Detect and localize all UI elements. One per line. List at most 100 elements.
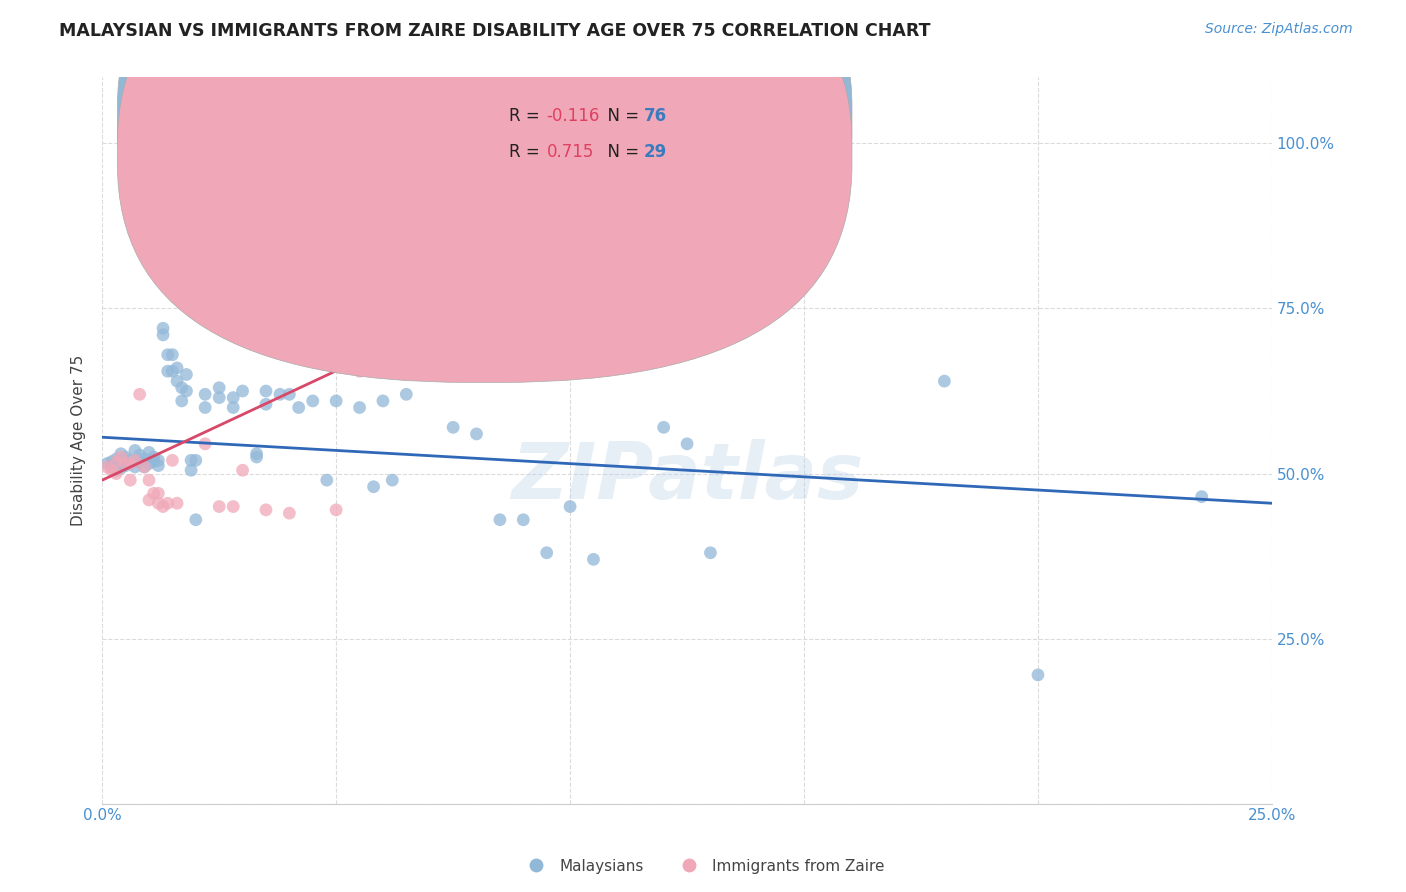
Point xyxy=(180,453,202,467)
Point xyxy=(138,473,160,487)
Point xyxy=(184,453,207,467)
Point xyxy=(148,458,170,473)
Point xyxy=(246,447,269,461)
Point xyxy=(170,393,193,408)
Point xyxy=(381,473,404,487)
Point xyxy=(363,480,385,494)
Point xyxy=(134,452,156,467)
Legend: Malaysians, Immigrants from Zaire: Malaysians, Immigrants from Zaire xyxy=(515,853,891,880)
Text: R =: R = xyxy=(509,107,546,125)
Point xyxy=(194,401,217,415)
Point xyxy=(419,242,441,256)
Point xyxy=(254,397,277,411)
Point xyxy=(105,452,128,467)
Point xyxy=(156,348,179,362)
Y-axis label: Disability Age Over 75: Disability Age Over 75 xyxy=(72,355,86,526)
Point xyxy=(96,457,118,471)
Point xyxy=(287,401,309,415)
Point xyxy=(652,420,675,434)
Text: 0.715: 0.715 xyxy=(547,144,595,161)
Point xyxy=(232,384,254,398)
Point xyxy=(138,457,160,471)
Point xyxy=(124,459,146,474)
Point xyxy=(208,391,231,405)
Point xyxy=(134,459,156,474)
Point xyxy=(152,500,174,514)
Point xyxy=(1026,668,1049,682)
Point xyxy=(176,368,198,382)
FancyBboxPatch shape xyxy=(118,0,852,346)
Point xyxy=(325,393,347,408)
Point xyxy=(254,384,277,398)
FancyBboxPatch shape xyxy=(118,0,852,383)
Point xyxy=(699,546,721,560)
Point xyxy=(100,459,122,474)
Point xyxy=(128,448,150,462)
Point xyxy=(114,450,136,464)
Point xyxy=(128,387,150,401)
Point xyxy=(278,387,301,401)
Point xyxy=(152,327,174,342)
Point xyxy=(148,496,170,510)
Point xyxy=(110,450,132,464)
Point xyxy=(138,445,160,459)
Point xyxy=(128,455,150,469)
Point xyxy=(676,437,699,451)
Point xyxy=(465,426,488,441)
Point xyxy=(269,387,291,401)
Point xyxy=(166,360,188,375)
Point xyxy=(114,458,136,473)
Point xyxy=(194,437,217,451)
Point xyxy=(100,463,122,477)
Point xyxy=(194,387,217,401)
Text: -0.116: -0.116 xyxy=(547,107,600,125)
Point xyxy=(582,552,605,566)
Point xyxy=(120,457,142,471)
Point xyxy=(208,500,231,514)
Point xyxy=(120,473,142,487)
Point xyxy=(170,381,193,395)
Text: 76: 76 xyxy=(644,107,666,125)
Point xyxy=(148,486,170,500)
Point xyxy=(395,387,418,401)
Text: Source: ZipAtlas.com: Source: ZipAtlas.com xyxy=(1205,22,1353,37)
Point xyxy=(558,500,581,514)
Point xyxy=(105,467,128,481)
Point xyxy=(142,455,165,469)
Point xyxy=(166,374,188,388)
Point xyxy=(114,457,136,471)
FancyBboxPatch shape xyxy=(458,95,716,179)
Point xyxy=(246,450,269,464)
Point xyxy=(138,492,160,507)
Point xyxy=(156,364,179,378)
Point xyxy=(301,393,323,408)
Point xyxy=(124,443,146,458)
Point xyxy=(120,457,142,471)
Point xyxy=(162,453,184,467)
Text: ZIPatlas: ZIPatlas xyxy=(510,439,863,515)
Point xyxy=(512,513,534,527)
Point xyxy=(222,401,245,415)
Point xyxy=(325,503,347,517)
Point xyxy=(142,450,165,464)
Point xyxy=(222,391,245,405)
Point xyxy=(148,453,170,467)
Point xyxy=(105,463,128,477)
Point xyxy=(162,364,184,378)
Point xyxy=(142,486,165,500)
Point xyxy=(100,455,122,469)
Point xyxy=(371,393,394,408)
Point xyxy=(254,503,277,517)
Point xyxy=(536,546,558,560)
Point xyxy=(120,453,142,467)
Point xyxy=(489,513,512,527)
Point xyxy=(166,496,188,510)
Point xyxy=(162,348,184,362)
Point xyxy=(180,463,202,477)
Point xyxy=(315,473,337,487)
Point xyxy=(278,506,301,520)
Text: MALAYSIAN VS IMMIGRANTS FROM ZAIRE DISABILITY AGE OVER 75 CORRELATION CHART: MALAYSIAN VS IMMIGRANTS FROM ZAIRE DISAB… xyxy=(59,22,931,40)
Point xyxy=(110,447,132,461)
Point xyxy=(110,461,132,475)
Point xyxy=(152,321,174,335)
